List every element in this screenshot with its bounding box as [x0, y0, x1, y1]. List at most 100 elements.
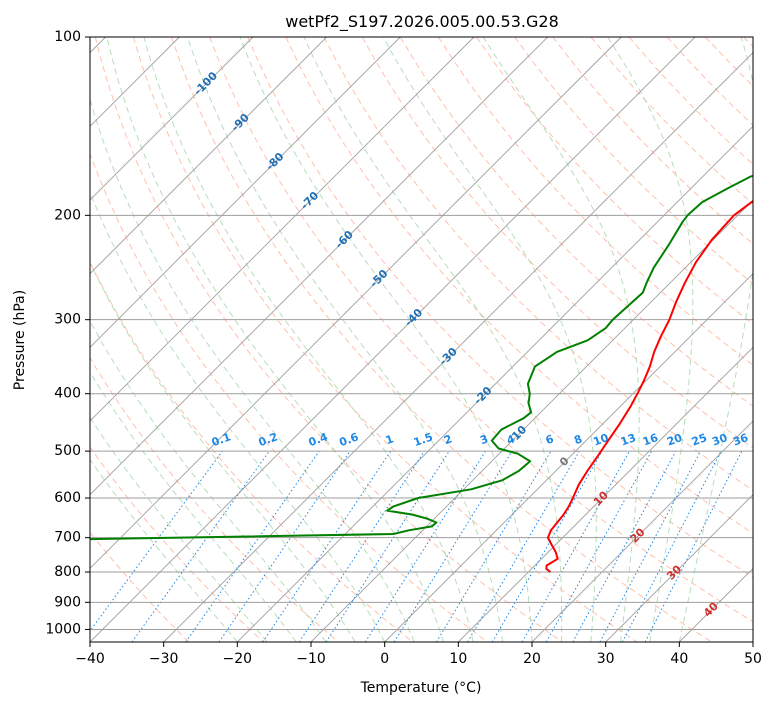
moist-adiabat — [607, 37, 694, 642]
y-axis-ticks: 100 200 300 400 500 600 700 800 900 1000 — [45, 29, 90, 637]
mixing-ratio-line — [435, 450, 552, 642]
mixing-ratio-label: 1.5 — [412, 430, 435, 449]
mixing-ratio-line — [298, 450, 425, 642]
chart-title: wetPf2_S197.2026.005.00.53.G28 — [285, 12, 559, 32]
isotherm-line — [90, 37, 327, 275]
mixing-ratio-label: 0.6 — [338, 430, 361, 449]
y-tick-label: 700 — [54, 530, 81, 546]
mixing-ratio-labels: 0.1 0.2 0.4 0.6 1 1.5 2 3 4 6 8 10 13 16 20 25 30 36 — [210, 430, 751, 449]
mixing-ratio-label: 25 — [690, 431, 709, 448]
dry-adiabat — [323, 37, 753, 491]
isotherm-line — [237, 125, 753, 642]
dry-adiabat — [90, 356, 339, 642]
mixing-ratio-line — [262, 450, 392, 642]
mixing-ratio-label: 2 — [442, 432, 454, 447]
moist-adiabat — [239, 37, 533, 642]
y-tick-label: 300 — [54, 312, 81, 328]
dry-adiabat — [476, 37, 753, 325]
x-tick-label: 0 — [380, 651, 389, 667]
dry-adiabat — [590, 37, 753, 205]
isotherm-line — [752, 641, 753, 642]
x-tick-label: −10 — [296, 651, 326, 667]
mixing-ratio-label: 0.1 — [210, 430, 233, 449]
isotherm-line — [384, 273, 753, 642]
mixing-ratio-line — [572, 450, 677, 642]
isotherm-line — [531, 420, 753, 642]
isotherm-label: -40 — [402, 306, 425, 329]
mixing-ratio-label: 36 — [731, 431, 750, 449]
isotherm-label: 0 — [557, 454, 572, 469]
moist-adiabat — [90, 190, 386, 642]
dry-adiabat — [94, 37, 563, 642]
x-tick-label: −20 — [223, 651, 253, 667]
y-tick-label: 800 — [54, 564, 81, 580]
moist-adiabat — [90, 320, 327, 642]
moist-adiabat — [90, 416, 268, 642]
mixing-ratio-line — [393, 450, 513, 642]
x-tick-label: −30 — [149, 651, 179, 667]
mixing-ratio-label: 16 — [641, 431, 660, 449]
dry-adiabat — [743, 37, 753, 48]
mixing-ratio-line — [521, 450, 630, 642]
mixing-ratio-line — [325, 450, 450, 642]
pressure-gridlines — [90, 37, 753, 630]
x-axis-label: Temperature (°C) — [360, 680, 482, 696]
mixing-ratio-label: 8 — [572, 432, 584, 447]
dry-adiabat — [666, 37, 753, 126]
isotherm-label: -80 — [263, 150, 286, 173]
moist-adiabat — [187, 37, 503, 642]
dry-adiabat — [132, 37, 638, 642]
moist-adiabat — [482, 37, 640, 642]
mixing-ratio-line — [364, 450, 486, 642]
mixing-ratio-label: 1 — [384, 432, 396, 447]
mixing-ratio-label: 0.4 — [307, 430, 330, 449]
mixing-ratio-label: 20 — [665, 431, 684, 449]
sounding-series — [90, 174, 753, 573]
isotherm-line — [163, 52, 753, 642]
mixing-ratio-line — [90, 450, 223, 632]
dry-adiabat — [90, 446, 264, 642]
isotherm-label: -50 — [367, 267, 390, 290]
y-tick-label: 400 — [54, 386, 81, 402]
y-tick-label: 200 — [54, 207, 81, 223]
mixing-ratio-label: 30 — [710, 431, 729, 449]
moist-adiabat — [382, 37, 597, 642]
isotherm-line — [310, 199, 753, 642]
dewpoint-line — [90, 174, 753, 541]
isotherm-line — [90, 37, 622, 569]
dry-adiabat — [437, 37, 753, 366]
y-tick-label: 100 — [54, 29, 81, 45]
temperature-line — [545, 200, 753, 573]
moist-adiabat — [678, 37, 753, 642]
moist-adiabat — [90, 261, 356, 642]
x-tick-label: 50 — [744, 651, 762, 667]
isotherm-line — [90, 37, 254, 201]
mixing-ratio-label: 6 — [544, 432, 556, 447]
mixing-ratio-label: 0.2 — [257, 430, 280, 449]
dry-adiabat — [90, 152, 488, 642]
isotherm-label: -90 — [229, 111, 252, 134]
isotherm-line — [605, 494, 753, 642]
isotherm-line — [90, 37, 548, 496]
dry-adiabat — [90, 260, 414, 642]
plot-frame — [89, 36, 754, 643]
y-tick-label: 500 — [54, 443, 81, 459]
isotherm-line — [90, 37, 475, 422]
mixing-ratio-line — [491, 450, 603, 642]
moist-adiabat — [90, 458, 238, 642]
dry-adiabat — [171, 37, 712, 642]
dry-adiabat — [552, 37, 753, 245]
y-tick-label: 1000 — [45, 621, 81, 637]
mixing-ratio-line — [644, 450, 743, 642]
mixing-ratio-line — [599, 450, 701, 642]
x-axis-ticks: −40 −30 −20 −10 0 10 20 30 40 50 — [75, 642, 762, 667]
mixing-ratio-label: 3 — [478, 432, 490, 447]
isotherm-label: -30 — [437, 345, 460, 368]
x-tick-label: 10 — [449, 651, 467, 667]
y-tick-label: 900 — [54, 594, 81, 610]
isotherm-label: -70 — [298, 189, 321, 212]
isotherm-line — [458, 346, 753, 642]
dry-adiabat — [209, 37, 753, 623]
